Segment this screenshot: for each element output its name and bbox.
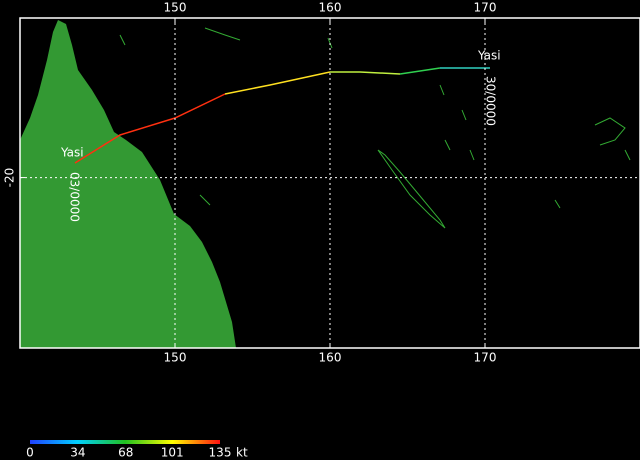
x-tick-label: 150 bbox=[164, 351, 187, 365]
start-time-label: 30/0000 bbox=[484, 76, 498, 126]
storm-name: Yasi bbox=[477, 49, 501, 63]
x-tick-label: 160 bbox=[319, 1, 342, 15]
colorbar-label: 101 bbox=[161, 446, 184, 460]
land-australia bbox=[20, 20, 236, 348]
y-tick-label: -20 bbox=[3, 168, 17, 188]
x-tick-label: 160 bbox=[319, 351, 342, 365]
colorbar-label: 68 bbox=[118, 446, 133, 460]
x-tick-label: 150 bbox=[164, 1, 187, 15]
x-tick-label: 170 bbox=[474, 1, 497, 15]
colorbar-unit: kt bbox=[236, 446, 248, 460]
end-time-label: 03/0000 bbox=[68, 172, 82, 222]
colorbar-label: 135 bbox=[209, 446, 232, 460]
storm-track bbox=[74, 67, 490, 164]
colorbar-label: 34 bbox=[70, 446, 85, 460]
x-tick-label: 170 bbox=[474, 351, 497, 365]
colorbar bbox=[30, 440, 220, 444]
storm-name: Yasi bbox=[60, 146, 84, 160]
colorbar-label: 0 bbox=[26, 446, 34, 460]
